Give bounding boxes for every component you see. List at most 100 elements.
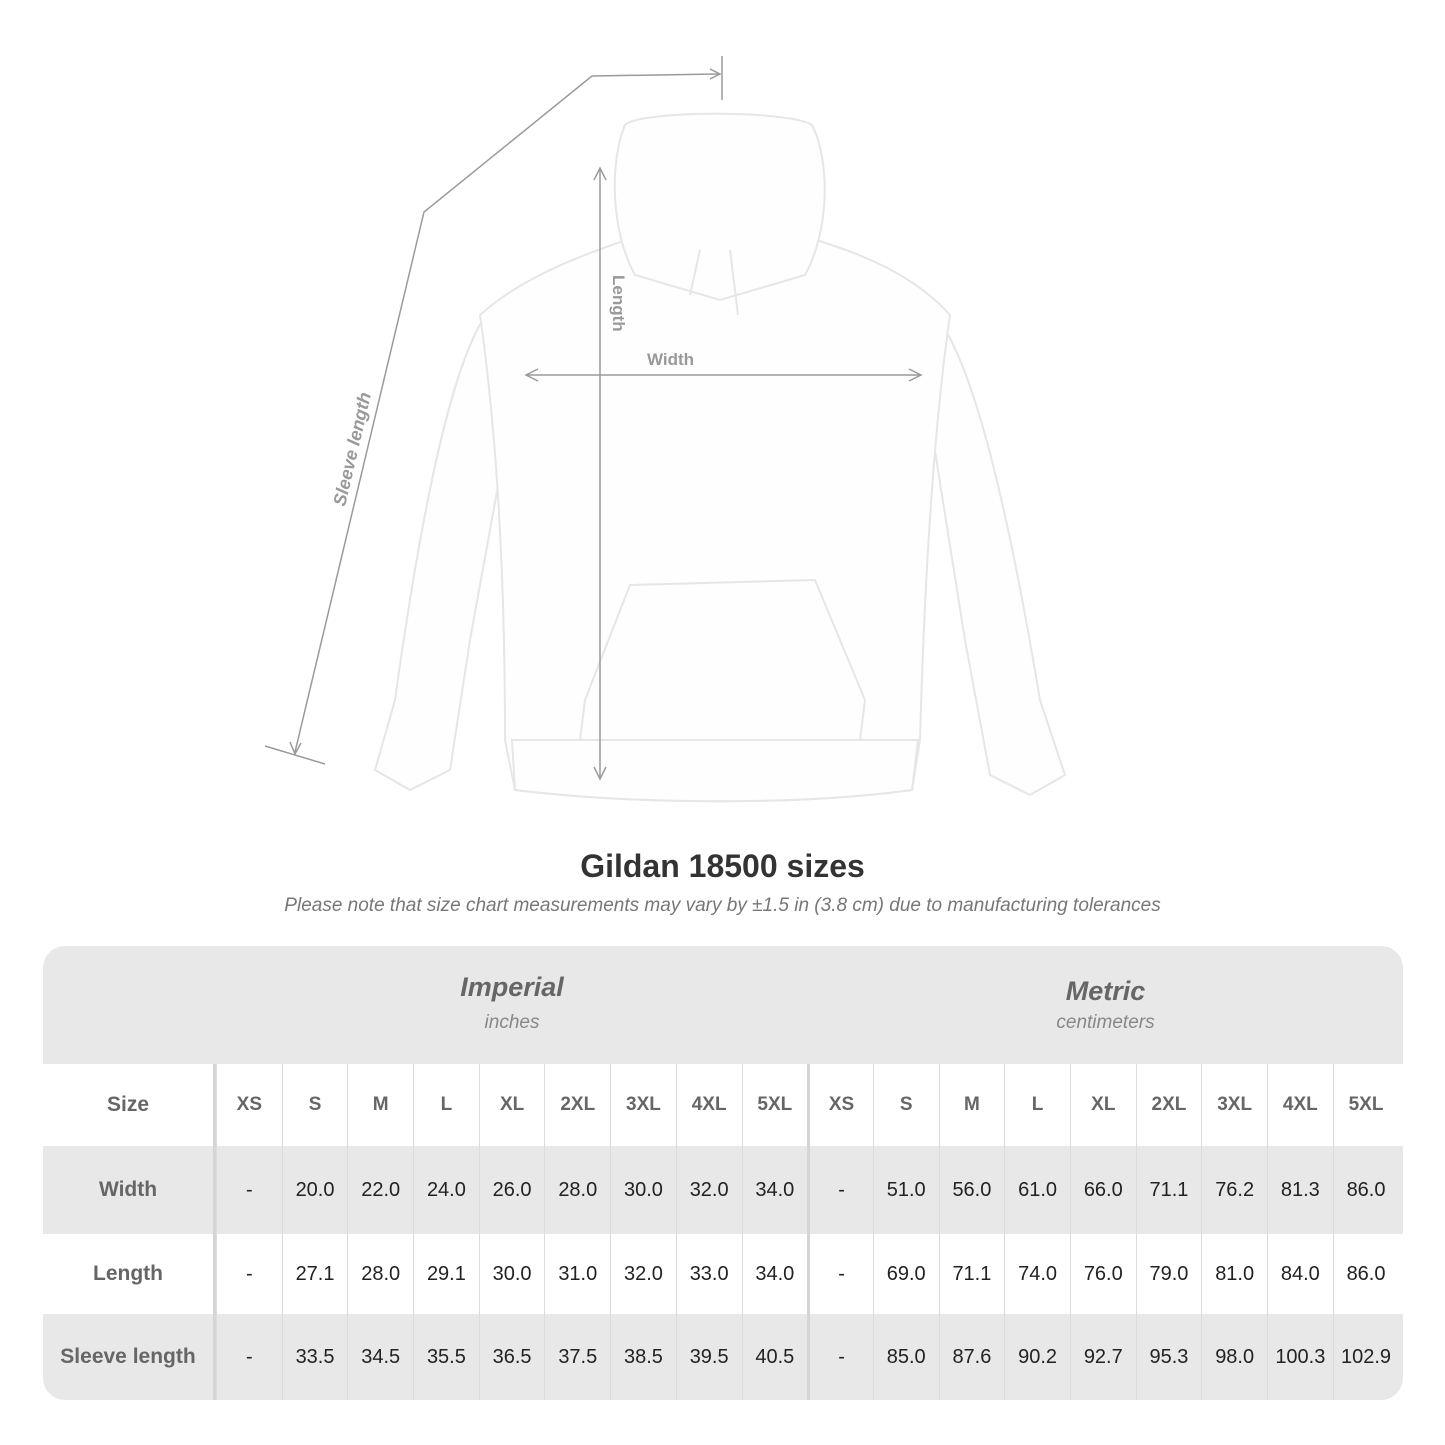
metric-size-header: L bbox=[1004, 1064, 1070, 1146]
metric-size-header: 5XL bbox=[1332, 1064, 1399, 1146]
length-label: Length bbox=[609, 275, 628, 332]
table-row-sleeve-length: Sleeve length -33.5 34.5 35.5 36.5 37.5 38.5 39… bbox=[43, 1314, 1403, 1400]
hoodie-waistband bbox=[510, 739, 920, 803]
metric-value-cell: 102.9 bbox=[1332, 1314, 1399, 1400]
imperial-value-cell: 20.0 bbox=[281, 1146, 348, 1234]
imperial-value-cell: 30.0 bbox=[478, 1234, 545, 1314]
imperial-size-header: 5XL bbox=[741, 1064, 808, 1146]
metric-unit: centimeters bbox=[1056, 1012, 1155, 1033]
metric-value-cell: - bbox=[807, 1314, 873, 1400]
metric-value-cell: 56.0 bbox=[938, 1146, 1005, 1234]
metric-value-cell: 66.0 bbox=[1069, 1146, 1136, 1234]
hoodie-illustration bbox=[373, 112, 1067, 803]
imperial-unit: inches bbox=[484, 1012, 540, 1033]
metric-size-header: XS bbox=[807, 1064, 873, 1146]
metric-value-cell: 86.0 bbox=[1332, 1146, 1399, 1234]
hoodie-hood bbox=[613, 112, 826, 302]
imperial-size-header: 4XL bbox=[675, 1064, 742, 1146]
imperial-value-cell: 33.5 bbox=[281, 1314, 348, 1400]
metric-size-header: 2XL bbox=[1135, 1064, 1202, 1146]
imperial-value-cell: 39.5 bbox=[675, 1314, 742, 1400]
imperial-value-cell: 32.0 bbox=[610, 1234, 676, 1314]
metric-size-header: XL bbox=[1069, 1064, 1136, 1146]
metric-value-cell: 71.1 bbox=[1135, 1146, 1202, 1234]
metric-value-cell: 76.0 bbox=[1069, 1234, 1136, 1314]
imperial-size-header: L bbox=[413, 1064, 479, 1146]
metric-value-cell: 61.0 bbox=[1004, 1146, 1070, 1234]
metric-value-cell: 69.0 bbox=[872, 1234, 939, 1314]
metric-value-cell: 95.3 bbox=[1135, 1314, 1202, 1400]
imperial-value-cell: 27.1 bbox=[281, 1234, 348, 1314]
measure-lines bbox=[264, 56, 923, 781]
metric-value-cell: - bbox=[807, 1146, 873, 1234]
imperial-title: Imperial bbox=[460, 972, 564, 1002]
imperial-value-cell: 37.5 bbox=[544, 1314, 610, 1400]
imperial-value-cell: 35.5 bbox=[413, 1314, 479, 1400]
imperial-size-header: M bbox=[347, 1064, 413, 1146]
metric-value-cell: 81.3 bbox=[1267, 1146, 1333, 1234]
imperial-value-cell: 30.0 bbox=[610, 1146, 676, 1234]
hoodie-left-sleeve bbox=[373, 298, 512, 792]
imperial-value-cell: 32.0 bbox=[675, 1146, 742, 1234]
imperial-value-cell: 29.1 bbox=[413, 1234, 479, 1314]
metric-size-header: 3XL bbox=[1201, 1064, 1267, 1146]
imperial-value-cell: 28.0 bbox=[544, 1146, 610, 1234]
metric-value-cell: 84.0 bbox=[1267, 1234, 1333, 1314]
sleeve-length-label: Sleeve length bbox=[329, 390, 375, 508]
imperial-value-cell: 26.0 bbox=[478, 1146, 545, 1234]
metric-value-cell: 87.6 bbox=[938, 1314, 1005, 1400]
metric-value-cell: 100.3 bbox=[1267, 1314, 1333, 1400]
page-title: Gildan 18500 sizes bbox=[580, 848, 865, 884]
hoodie-pocket bbox=[578, 578, 867, 741]
imperial-value-cell: 36.5 bbox=[478, 1314, 545, 1400]
metric-size-header: 4XL bbox=[1267, 1064, 1333, 1146]
metric-size-header: S bbox=[872, 1064, 939, 1146]
metric-value-cell: 92.7 bbox=[1069, 1314, 1136, 1400]
hoodie-drawstring bbox=[689, 249, 739, 316]
imperial-value-cell: 22.0 bbox=[347, 1146, 413, 1234]
imperial-value-cell: 34.0 bbox=[741, 1234, 808, 1314]
size-table: Imperial inches Metric centimeters Size X… bbox=[43, 946, 1403, 1400]
hoodie-diagram: Length Width Sleeve length bbox=[264, 56, 1067, 803]
tolerance-note: Please note that size chart measurements… bbox=[284, 895, 1161, 916]
metric-value-cell: 81.0 bbox=[1201, 1234, 1267, 1314]
metric-value-cell: - bbox=[807, 1234, 873, 1314]
table-row-width: Width -20.0 22.0 24.0 26.0 28.0 30.0 32.0 34.0-5… bbox=[43, 1146, 1403, 1234]
imperial-value-cell: - bbox=[216, 1234, 282, 1314]
metric-value-cell: 71.1 bbox=[938, 1234, 1005, 1314]
imperial-size-header: XS bbox=[216, 1064, 282, 1146]
imperial-value-cell: 34.5 bbox=[347, 1314, 413, 1400]
imperial-value-cell: 33.0 bbox=[675, 1234, 742, 1314]
imperial-value-cell: 24.0 bbox=[413, 1146, 479, 1234]
metric-value-cell: 51.0 bbox=[872, 1146, 939, 1234]
imperial-value-cell: 34.0 bbox=[741, 1146, 808, 1234]
imperial-size-header: XL bbox=[478, 1064, 545, 1146]
imperial-value-cell: 38.5 bbox=[610, 1314, 676, 1400]
row-label: Length bbox=[43, 1234, 216, 1314]
metric-value-cell: 79.0 bbox=[1135, 1234, 1202, 1314]
imperial-value-cell: - bbox=[216, 1146, 282, 1234]
imperial-size-header: 2XL bbox=[544, 1064, 610, 1146]
metric-size-header: M bbox=[938, 1064, 1005, 1146]
imperial-value-cell: 40.5 bbox=[741, 1314, 808, 1400]
metric-value-cell: 74.0 bbox=[1004, 1234, 1070, 1314]
metric-value-cell: 76.2 bbox=[1201, 1146, 1267, 1234]
sleeve-arrow-tail bbox=[289, 741, 302, 756]
row-label: Width bbox=[43, 1146, 216, 1234]
imperial-size-header: 3XL bbox=[610, 1064, 676, 1146]
imperial-value-cell: - bbox=[216, 1314, 282, 1400]
row-label: Sleeve length bbox=[43, 1314, 216, 1400]
unit-header-band bbox=[43, 946, 1403, 1064]
metric-value-cell: 86.0 bbox=[1332, 1234, 1399, 1314]
metric-value-cell: 90.2 bbox=[1004, 1314, 1070, 1400]
imperial-value-cell: 31.0 bbox=[544, 1234, 610, 1314]
size-column-header: Size bbox=[43, 1064, 216, 1146]
table-row-length: Length -27.1 28.0 29.1 30.0 31.0 32.0 33.0 34.0-… bbox=[43, 1234, 1403, 1314]
metric-value-cell: 98.0 bbox=[1201, 1314, 1267, 1400]
metric-title: Metric bbox=[1065, 976, 1146, 1006]
imperial-value-cell: 28.0 bbox=[347, 1234, 413, 1314]
size-header-row: Size XS S M L XL 2XL 3XL 4XL 5XL XS S M L XL 2XL 3XL 4XL 5… bbox=[43, 1064, 1403, 1146]
metric-value-cell: 85.0 bbox=[872, 1314, 939, 1400]
imperial-size-header: S bbox=[281, 1064, 348, 1146]
width-label: Width bbox=[647, 350, 694, 369]
